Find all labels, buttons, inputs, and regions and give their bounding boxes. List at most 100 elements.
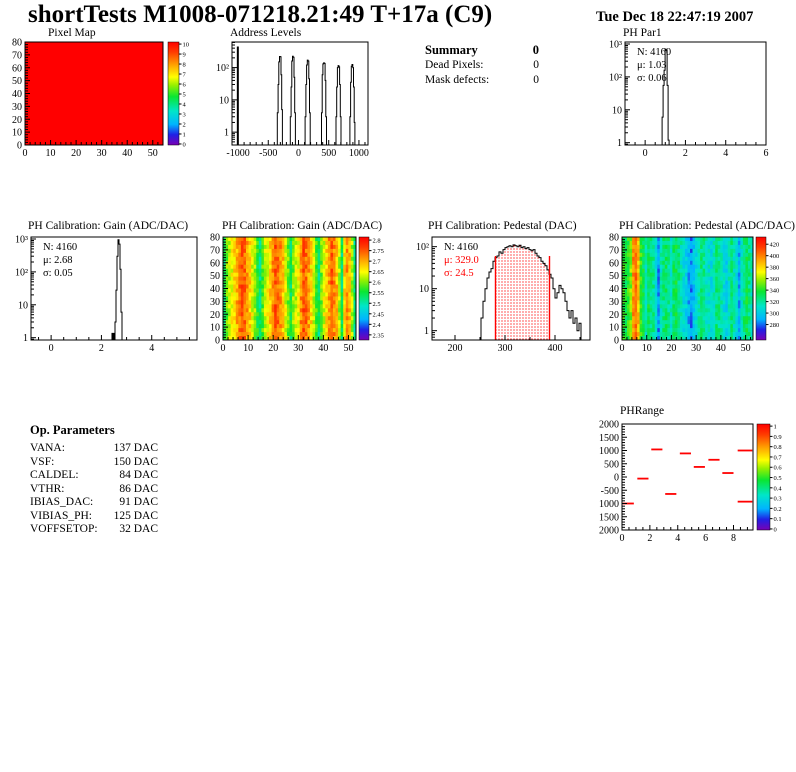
svg-text:40: 40 bbox=[609, 284, 619, 295]
svg-text:50: 50 bbox=[12, 76, 22, 87]
svg-text:2000: 2000 bbox=[599, 526, 619, 537]
svg-text:50: 50 bbox=[148, 148, 158, 159]
svg-text:10: 10 bbox=[612, 105, 622, 116]
svg-text:280: 280 bbox=[770, 322, 780, 329]
svg-text:70: 70 bbox=[210, 245, 220, 256]
svg-text:80: 80 bbox=[609, 233, 619, 244]
svg-text:2.55: 2.55 bbox=[373, 290, 384, 297]
summary-row-value: 0 bbox=[533, 74, 539, 86]
svg-text:0: 0 bbox=[614, 336, 619, 347]
op-param-label: IBIAS_DAC: bbox=[30, 496, 94, 508]
svg-text:1000: 1000 bbox=[349, 148, 369, 159]
svg-text:10: 10 bbox=[18, 300, 28, 311]
svg-text:9: 9 bbox=[183, 52, 186, 59]
svg-text:0: 0 bbox=[296, 148, 301, 159]
svg-text:1: 1 bbox=[617, 138, 622, 149]
svg-text:0: 0 bbox=[614, 473, 619, 484]
svg-text:10²: 10² bbox=[15, 267, 28, 278]
svg-text:σ: 0.06: σ: 0.06 bbox=[637, 73, 667, 84]
summary-row-mask-defects: Mask defects: 0 bbox=[425, 73, 539, 88]
op-param-row-ibias-dac: IBIAS_DAC: 91 DAC bbox=[30, 496, 158, 510]
pedestal-hist-plot: 200 300 400 1 10 10² N: 4160 μ: 329.0 σ: 24.5 bbox=[405, 227, 600, 357]
svg-text:420: 420 bbox=[770, 242, 780, 249]
svg-text:400: 400 bbox=[770, 253, 780, 260]
op-param-label: CALDEL: bbox=[30, 469, 79, 481]
report-timestamp: Tue Dec 18 22:47:19 2007 bbox=[596, 9, 754, 25]
svg-text:1: 1 bbox=[23, 333, 28, 344]
svg-text:6: 6 bbox=[183, 82, 187, 89]
svg-text:40: 40 bbox=[210, 284, 220, 295]
svg-text:10²: 10² bbox=[609, 72, 622, 83]
svg-text:μ: 329.0: μ: 329.0 bbox=[444, 255, 479, 266]
svg-text:40: 40 bbox=[716, 343, 726, 354]
svg-text:10: 10 bbox=[219, 95, 229, 106]
ph-par1-plot: 0 2 4 6 1 10 10² 10³ N: 4160 μ: 1.03 σ: 0.06 bbox=[600, 32, 796, 162]
svg-text:320: 320 bbox=[770, 299, 780, 306]
svg-text:0.4: 0.4 bbox=[774, 485, 783, 492]
svg-text:1: 1 bbox=[424, 326, 429, 337]
svg-text:1000: 1000 bbox=[599, 499, 619, 510]
svg-text:10: 10 bbox=[12, 128, 22, 139]
svg-text:0.5: 0.5 bbox=[774, 475, 782, 482]
panel-title-pedestal-map: PH Calibration: Pedestal (ADC/DAC) bbox=[619, 220, 795, 232]
svg-text:60: 60 bbox=[12, 63, 22, 74]
svg-text:70: 70 bbox=[609, 245, 619, 256]
panel-title-ph-range: PHRange bbox=[620, 405, 665, 417]
panel-title-address-levels: Address Levels bbox=[230, 27, 302, 39]
svg-text:30: 30 bbox=[691, 343, 701, 354]
op-param-row-vthr: VTHR: 86 DAC bbox=[30, 483, 158, 497]
svg-text:10: 10 bbox=[210, 323, 220, 334]
svg-text:σ: 0.05: σ: 0.05 bbox=[43, 268, 73, 279]
svg-text:20: 20 bbox=[268, 343, 278, 354]
svg-text:0: 0 bbox=[620, 533, 625, 544]
svg-text:30: 30 bbox=[210, 297, 220, 308]
summary-heading: Summary bbox=[425, 43, 478, 57]
svg-text:80: 80 bbox=[210, 233, 220, 244]
svg-text:50: 50 bbox=[741, 343, 751, 354]
svg-text:4: 4 bbox=[675, 533, 680, 544]
svg-text:5: 5 bbox=[183, 92, 186, 99]
svg-text:1: 1 bbox=[774, 424, 777, 431]
svg-text:10: 10 bbox=[642, 343, 652, 354]
svg-text:10: 10 bbox=[419, 284, 429, 295]
svg-text:300: 300 bbox=[498, 343, 513, 354]
svg-text:2.35: 2.35 bbox=[373, 332, 384, 339]
svg-text:4: 4 bbox=[183, 102, 187, 109]
svg-text:0: 0 bbox=[620, 343, 625, 354]
panel-title-pixel-map: Pixel Map bbox=[48, 27, 96, 39]
svg-text:2: 2 bbox=[183, 121, 186, 128]
svg-text:2.7: 2.7 bbox=[373, 259, 382, 266]
svg-text:8: 8 bbox=[183, 62, 186, 69]
svg-text:10: 10 bbox=[243, 343, 253, 354]
svg-text:-500: -500 bbox=[601, 486, 619, 497]
svg-text:360: 360 bbox=[770, 276, 780, 283]
svg-text:σ: 24.5: σ: 24.5 bbox=[444, 268, 474, 279]
svg-text:0.3: 0.3 bbox=[774, 496, 782, 503]
panel-title-pedestal-hist: PH Calibration: Pedestal (DAC) bbox=[428, 220, 577, 232]
svg-text:1500: 1500 bbox=[599, 433, 619, 444]
svg-text:0.7: 0.7 bbox=[774, 454, 783, 461]
svg-text:70: 70 bbox=[12, 50, 22, 61]
op-param-label: VANA: bbox=[30, 442, 65, 454]
svg-text:μ: 1.03: μ: 1.03 bbox=[637, 60, 667, 71]
svg-text:80: 80 bbox=[12, 38, 22, 49]
svg-text:-500: -500 bbox=[259, 148, 277, 159]
svg-text:30: 30 bbox=[97, 148, 107, 159]
svg-text:10: 10 bbox=[183, 42, 190, 49]
svg-text:0: 0 bbox=[215, 336, 220, 347]
svg-text:10: 10 bbox=[609, 323, 619, 334]
svg-text:20: 20 bbox=[71, 148, 81, 159]
svg-text:40: 40 bbox=[318, 343, 328, 354]
op-param-label: VOFFSETOP: bbox=[30, 523, 98, 535]
svg-text:20: 20 bbox=[666, 343, 676, 354]
op-param-label: VTHR: bbox=[30, 482, 65, 495]
op-param-row-vana: VANA: 137 DAC bbox=[30, 442, 158, 456]
svg-text:60: 60 bbox=[210, 258, 220, 269]
svg-text:300: 300 bbox=[770, 311, 780, 318]
svg-text:50: 50 bbox=[609, 271, 619, 282]
svg-text:380: 380 bbox=[770, 265, 780, 272]
svg-text:8: 8 bbox=[731, 533, 736, 544]
op-param-label: VSF: bbox=[30, 455, 55, 468]
panel-title-gain-map: PH Calibration: Gain (ADC/DAC) bbox=[222, 220, 383, 232]
svg-text:40: 40 bbox=[122, 148, 132, 159]
